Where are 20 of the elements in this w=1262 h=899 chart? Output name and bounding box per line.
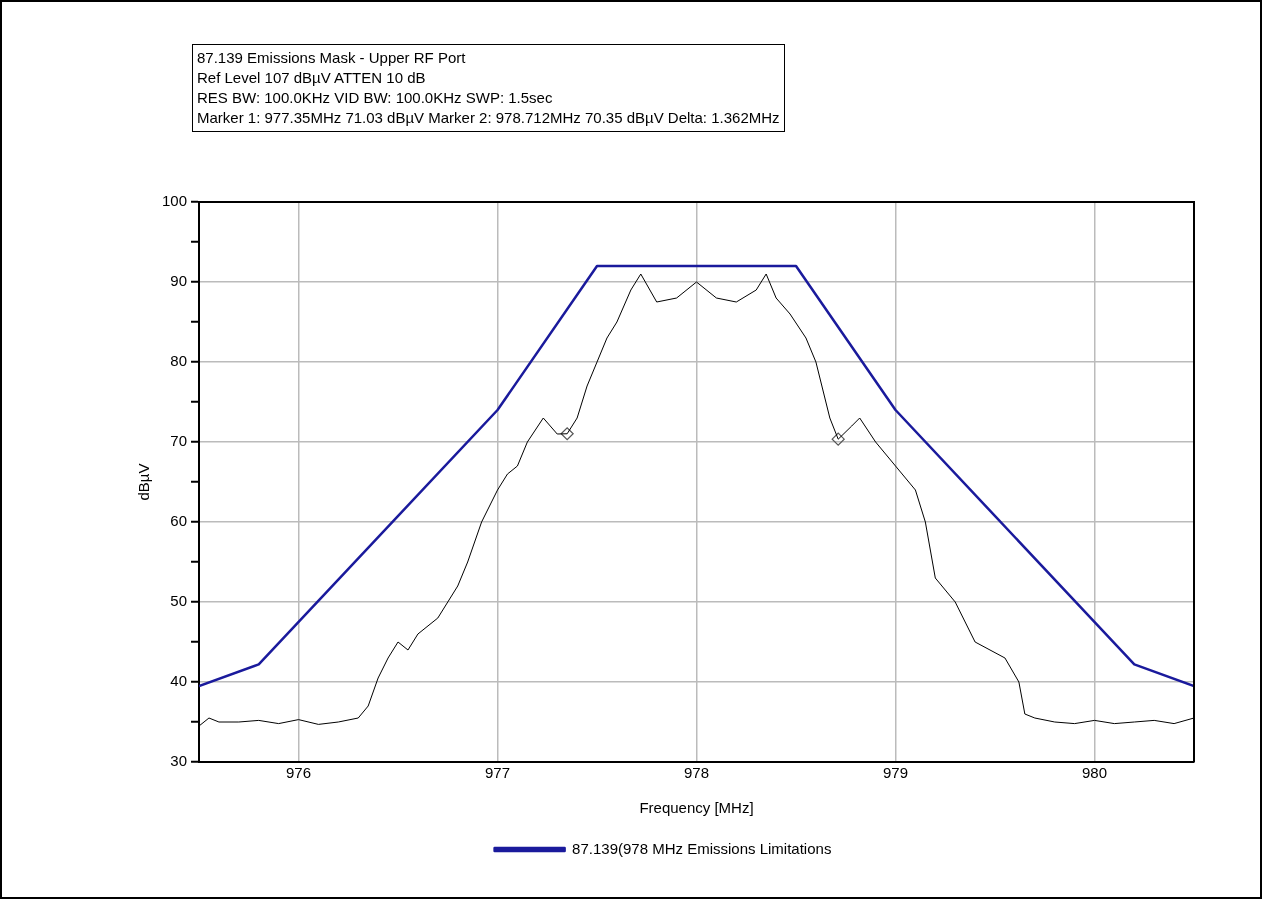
chart-title: 87.139 Emissions Mask - Upper RF Port (197, 48, 467, 68)
x-tick-label: 980 (1081, 764, 1108, 782)
x-tick-label: 978 (684, 764, 710, 782)
text: Marker 1: 977.35MHz 71.03 dBµV Marker 2: 978.712MHz 70.35 dBµV Delta: 1.362MHz (197, 108, 780, 128)
y-tick-label: 90 (170, 272, 188, 290)
y-tick-label: 40 (170, 672, 188, 690)
x-axis-title: Frequency [MHz] (639, 799, 754, 817)
y-tick-label: 30 (170, 752, 188, 770)
x-tick-label: 979 (882, 764, 909, 782)
y-tick-label: 80 (170, 352, 188, 370)
y-tick-label: 70 (170, 432, 188, 450)
y-tick-label: 50 (170, 592, 188, 610)
text: Ref Level 107 dBµV ATTEN 10 dB (197, 68, 427, 88)
x-tick-label: 976 (286, 764, 312, 782)
y-tick-label: 60 (170, 512, 188, 530)
x-tick-label: 977 (485, 764, 511, 782)
y-tick-label: 100 (162, 192, 188, 210)
y-axis-title: dBµV (135, 463, 153, 501)
legend-label: 87.139(978 MHz Emissions Limitations (572, 839, 832, 857)
text: RES BW: 100.0KHz VID BW: 100.0KHz SWP: 1.5sec (197, 88, 554, 108)
